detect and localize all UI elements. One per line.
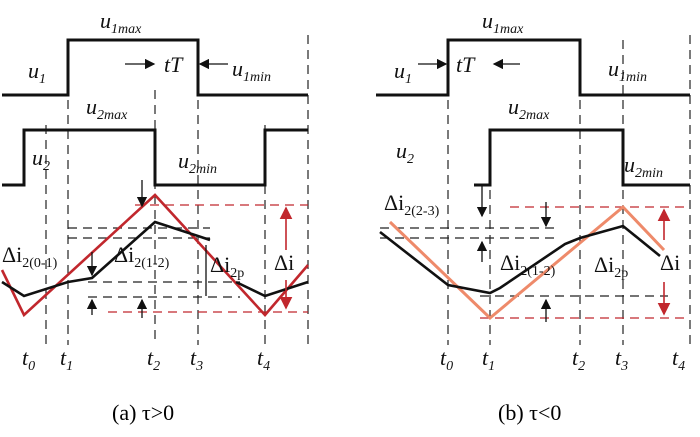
b-black-current — [379, 224, 661, 295]
a-u2-label: u2 — [32, 145, 50, 174]
b-u2-wave — [474, 128, 690, 187]
b-u2max-label: u2max — [508, 94, 550, 123]
b-u2min-label: u2min — [624, 152, 663, 181]
b-u1min-label: u1min — [608, 56, 647, 85]
a-u1min-label: u1min — [232, 56, 271, 85]
b-t2-label: t2 — [572, 345, 585, 374]
b-t1-label: t1 — [482, 345, 495, 374]
b-t4-label: t4 — [672, 345, 685, 374]
a-t1-label: t1 — [60, 345, 73, 374]
b-caption: (b) τ<0 — [498, 400, 561, 425]
b-u1max-label: u1max — [482, 8, 524, 37]
panel-b: u1 u1max tT u1min u2max u2 u2min Δi2(2-3… — [376, 8, 691, 425]
a-di2p-label: Δi2p — [210, 252, 244, 281]
a-t4-label: t4 — [257, 345, 270, 374]
a-u1-wave — [2, 38, 308, 97]
a-t0-label: t0 — [22, 345, 35, 374]
b-u1-label: u1 — [394, 58, 412, 87]
a-red-current — [0, 193, 309, 318]
a-di01-label: Δi2(0-1) — [2, 242, 58, 271]
b-di12-label: Δi2(1-2) — [500, 250, 556, 279]
b-di23-label: Δi2(2-3) — [384, 190, 440, 219]
a-di-label: Δi — [274, 250, 294, 275]
b-tT-label: tT — [456, 52, 476, 77]
b-u1-wave — [376, 38, 690, 97]
b-u2-label: u2 — [396, 138, 414, 167]
a-di12-label: Δi2(1-2) — [114, 242, 170, 271]
b-di-label: Δi — [660, 250, 680, 275]
b-t3-label: t3 — [615, 345, 628, 374]
a-u1max-label: u1max — [100, 8, 142, 37]
a-caption: (a) τ>0 — [112, 400, 174, 425]
a-black-current — [1, 220, 211, 298]
a-t2-label: t2 — [147, 345, 160, 374]
a-black-current-end — [235, 280, 309, 298]
a-u1-label: u1 — [28, 58, 46, 87]
b-di2p-label: Δi2p — [594, 252, 628, 281]
a-u2max-label: u2max — [86, 94, 128, 123]
b-orange-current — [388, 204, 666, 321]
a-u2-wave — [2, 128, 308, 187]
a-tT-label: tT — [164, 52, 184, 77]
b-t0-label: t0 — [440, 345, 453, 374]
panel-a: u1 u1max tT u1min u2max u2 u2min Δi2(0-1… — [0, 8, 309, 425]
a-u2min-label: u2min — [178, 148, 217, 177]
a-t3-label: t3 — [190, 345, 203, 374]
